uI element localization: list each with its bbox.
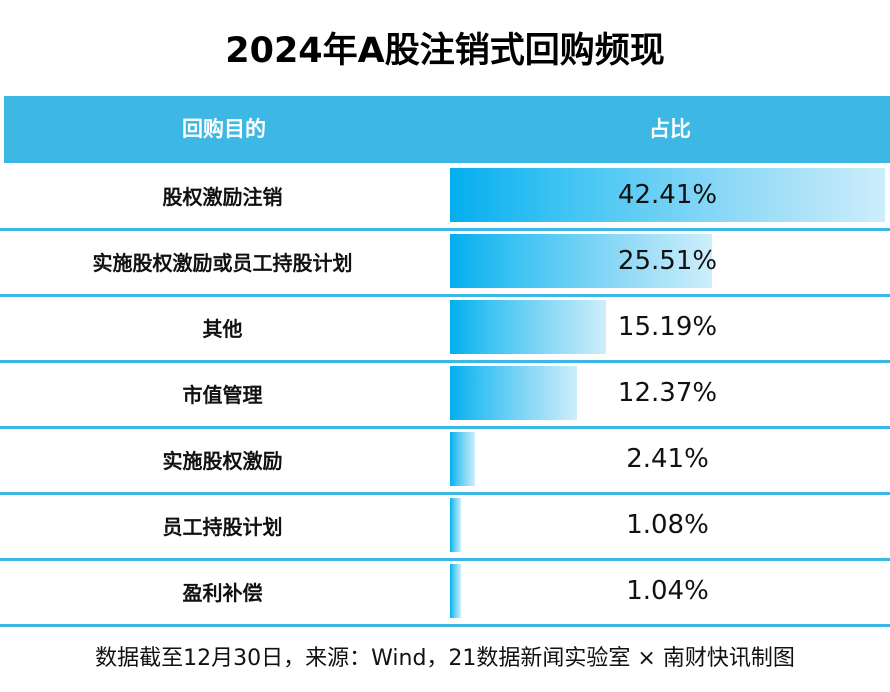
bar <box>450 234 712 288</box>
row-divider <box>0 228 890 231</box>
value-label: 2.41% <box>626 444 709 474</box>
row-divider <box>0 624 890 627</box>
row-divider <box>0 558 890 561</box>
source-note: 数据截至12月30日，来源：Wind，21数据新闻实验室 × 南财快讯制图 <box>95 646 795 671</box>
table-row: 实施股权激励或员工持股计划 25.51% <box>0 231 890 297</box>
category-label: 其他 <box>202 317 243 341</box>
value-label: 42.41% <box>617 180 718 210</box>
value-label: 1.04% <box>626 576 709 606</box>
row-divider <box>0 492 890 495</box>
category-label: 实施股权激励或员工持股计划 <box>92 251 353 275</box>
row-divider <box>0 360 890 363</box>
column-header-purpose: 回购目的 <box>182 117 266 141</box>
table-row: 股权激励注销 42.41% <box>0 165 890 231</box>
bar <box>450 168 885 222</box>
value-label: 15.19% <box>617 312 718 342</box>
bar <box>450 300 606 354</box>
row-divider <box>0 426 890 429</box>
bar <box>450 432 475 486</box>
table-row: 市值管理 12.37% <box>0 363 890 429</box>
value-label: 25.51% <box>617 246 718 276</box>
value-label: 12.37% <box>617 378 718 408</box>
category-label: 盈利补偿 <box>182 581 263 605</box>
row-divider <box>0 294 890 297</box>
column-header-share: 占比 <box>649 117 691 141</box>
table-row: 盈利补偿 1.04% <box>0 561 890 627</box>
category-label: 员工持股计划 <box>162 515 283 539</box>
category-label: 股权激励注销 <box>162 185 283 209</box>
value-label: 1.08% <box>626 510 709 540</box>
table-header: 回购目的 占比 <box>4 96 890 163</box>
category-label: 市值管理 <box>182 383 263 407</box>
bar <box>450 498 462 552</box>
table-row: 员工持股计划 1.08% <box>0 495 890 561</box>
category-label: 实施股权激励 <box>162 449 283 473</box>
bar <box>450 564 461 618</box>
chart-title: 2024年A股注销式回购频现 <box>225 31 665 71</box>
table-row: 实施股权激励 2.41% <box>0 429 890 495</box>
bar <box>450 366 577 420</box>
table-row: 其他 15.19% <box>0 297 890 363</box>
